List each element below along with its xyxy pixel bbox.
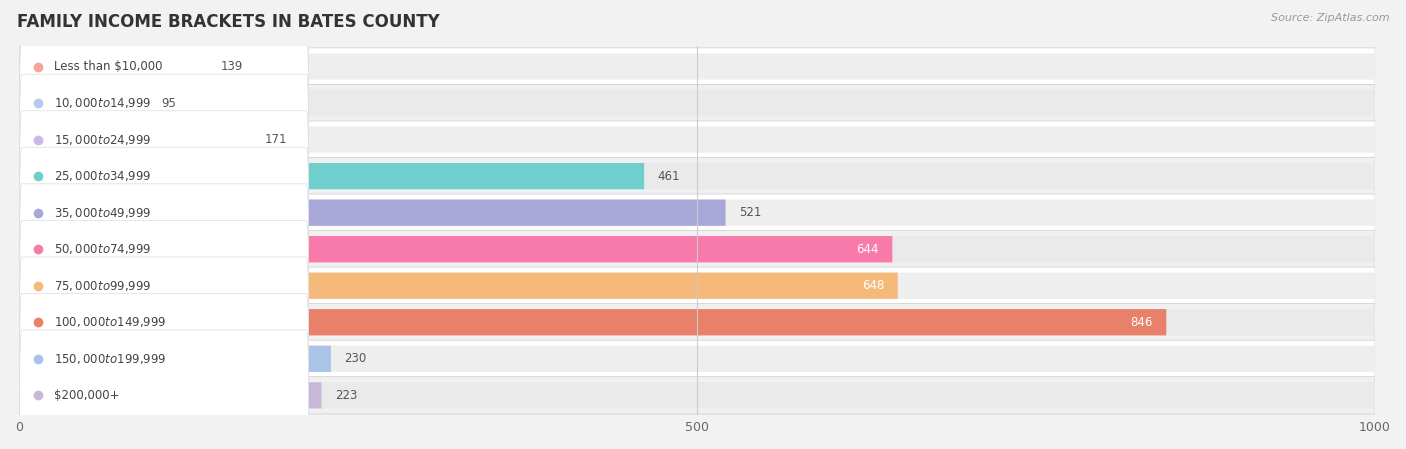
FancyBboxPatch shape xyxy=(20,330,308,449)
Text: 95: 95 xyxy=(162,97,176,110)
Text: $15,000 to $24,999: $15,000 to $24,999 xyxy=(55,132,152,146)
Text: $200,000+: $200,000+ xyxy=(55,389,120,402)
FancyBboxPatch shape xyxy=(20,38,308,168)
FancyBboxPatch shape xyxy=(20,294,308,424)
Text: 521: 521 xyxy=(740,206,762,219)
FancyBboxPatch shape xyxy=(20,304,1375,341)
FancyBboxPatch shape xyxy=(20,220,308,351)
FancyBboxPatch shape xyxy=(20,121,1375,158)
FancyBboxPatch shape xyxy=(18,53,208,79)
Text: 648: 648 xyxy=(862,279,884,292)
Text: $10,000 to $14,999: $10,000 to $14,999 xyxy=(55,96,152,110)
Text: FAMILY INCOME BRACKETS IN BATES COUNTY: FAMILY INCOME BRACKETS IN BATES COUNTY xyxy=(17,13,440,31)
Text: 139: 139 xyxy=(221,60,243,73)
Text: $150,000 to $199,999: $150,000 to $199,999 xyxy=(55,352,167,366)
FancyBboxPatch shape xyxy=(20,184,308,315)
FancyBboxPatch shape xyxy=(20,267,1375,304)
FancyBboxPatch shape xyxy=(20,147,308,278)
FancyBboxPatch shape xyxy=(20,84,1375,122)
FancyBboxPatch shape xyxy=(18,346,330,372)
FancyBboxPatch shape xyxy=(18,309,1166,335)
FancyBboxPatch shape xyxy=(20,158,1375,195)
FancyBboxPatch shape xyxy=(20,340,1375,378)
FancyBboxPatch shape xyxy=(18,236,1375,262)
FancyBboxPatch shape xyxy=(20,377,1375,414)
FancyBboxPatch shape xyxy=(18,236,893,262)
FancyBboxPatch shape xyxy=(18,127,1375,153)
FancyBboxPatch shape xyxy=(20,1,308,132)
Text: Source: ZipAtlas.com: Source: ZipAtlas.com xyxy=(1271,13,1389,23)
FancyBboxPatch shape xyxy=(18,127,250,153)
Text: 846: 846 xyxy=(1130,316,1153,329)
FancyBboxPatch shape xyxy=(18,273,1375,299)
Text: $100,000 to $149,999: $100,000 to $149,999 xyxy=(55,315,167,329)
Text: $25,000 to $34,999: $25,000 to $34,999 xyxy=(55,169,152,183)
FancyBboxPatch shape xyxy=(20,111,308,242)
Text: 223: 223 xyxy=(335,389,357,402)
FancyBboxPatch shape xyxy=(20,231,1375,268)
FancyBboxPatch shape xyxy=(18,382,322,409)
FancyBboxPatch shape xyxy=(18,53,1375,79)
Text: $50,000 to $74,999: $50,000 to $74,999 xyxy=(55,242,152,256)
Text: $75,000 to $99,999: $75,000 to $99,999 xyxy=(55,279,152,293)
FancyBboxPatch shape xyxy=(20,48,1375,85)
Text: Less than $10,000: Less than $10,000 xyxy=(55,60,163,73)
FancyBboxPatch shape xyxy=(18,199,1375,226)
FancyBboxPatch shape xyxy=(18,90,1375,116)
FancyBboxPatch shape xyxy=(18,382,1375,409)
Text: 644: 644 xyxy=(856,243,879,255)
FancyBboxPatch shape xyxy=(18,163,644,189)
Text: $35,000 to $49,999: $35,000 to $49,999 xyxy=(55,206,152,220)
FancyBboxPatch shape xyxy=(20,257,308,387)
Text: 230: 230 xyxy=(344,352,367,365)
FancyBboxPatch shape xyxy=(18,199,725,226)
FancyBboxPatch shape xyxy=(18,90,148,116)
Text: 171: 171 xyxy=(264,133,287,146)
FancyBboxPatch shape xyxy=(18,163,1375,189)
FancyBboxPatch shape xyxy=(20,194,1375,231)
FancyBboxPatch shape xyxy=(18,346,1375,372)
FancyBboxPatch shape xyxy=(18,273,898,299)
FancyBboxPatch shape xyxy=(18,309,1375,335)
FancyBboxPatch shape xyxy=(20,74,308,205)
Text: 461: 461 xyxy=(658,170,681,183)
